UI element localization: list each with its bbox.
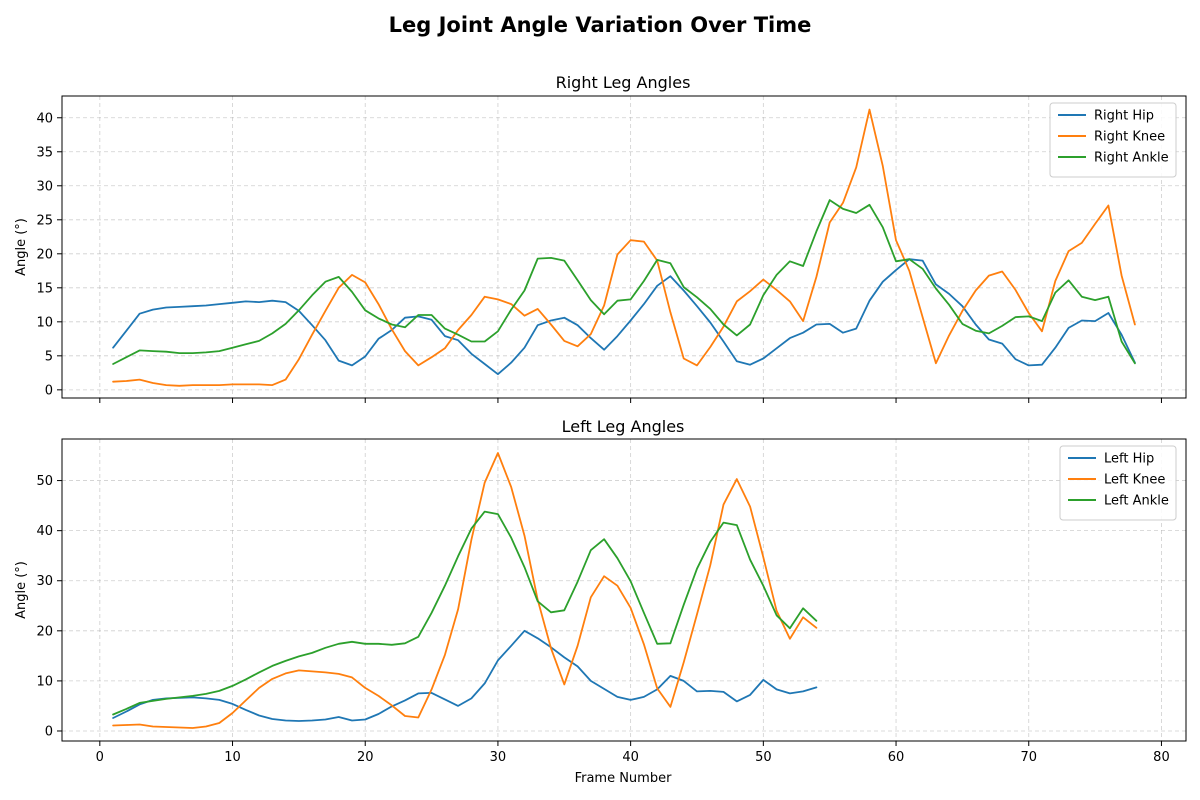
left-leg-y-tick-label: 0 bbox=[45, 724, 53, 739]
left-leg-x-tick-label: 30 bbox=[490, 750, 507, 765]
right-leg-y-tick-label: 5 bbox=[45, 349, 53, 364]
left-leg-ticks: 0 10 20 30 40 50 60 70 80 0 10 20 30 40 50 bbox=[36, 474, 1169, 765]
right-leg-legend-box bbox=[1049, 102, 1177, 178]
left-leg-legend: Left Hip Left Knee Left Ankle bbox=[1059, 445, 1177, 521]
right-leg-y-tick-label: 10 bbox=[36, 315, 53, 330]
right-knee-legend-label: Right Knee bbox=[1094, 130, 1165, 145]
left-leg-x-tick-label: 40 bbox=[622, 750, 639, 765]
left-leg-chart-title: Left Leg Angles bbox=[562, 417, 685, 436]
right-ankle-line bbox=[112, 199, 1136, 365]
left-leg-y-tick-label: 10 bbox=[36, 674, 53, 689]
left-leg-y-tick-label: 40 bbox=[36, 524, 53, 539]
left-knee-line bbox=[112, 452, 818, 729]
left-leg-y-tick-label: 20 bbox=[36, 624, 53, 639]
left-leg-gridlines bbox=[62, 439, 1186, 741]
right-hip-line bbox=[112, 258, 1136, 376]
right-ankle-legend-label: Right Ankle bbox=[1094, 151, 1169, 166]
right-leg-y-axis-label: Angle (°) bbox=[14, 218, 29, 276]
left-leg-x-tick-label: 80 bbox=[1153, 750, 1170, 765]
figure-title: Leg Joint Angle Variation Over Time bbox=[389, 13, 812, 37]
right-leg-y-tick-label: 40 bbox=[36, 111, 53, 126]
left-leg-x-tick-label: 50 bbox=[755, 750, 772, 765]
left-leg-x-tick-label: 10 bbox=[224, 750, 241, 765]
left-leg-y-axis-label: Angle (°) bbox=[14, 561, 29, 619]
right-hip-legend-label: Right Hip bbox=[1094, 109, 1154, 124]
left-leg-x-tick-label: 60 bbox=[888, 750, 905, 765]
right-leg-y-tick-label: 0 bbox=[45, 383, 53, 398]
right-leg-series bbox=[112, 108, 1136, 387]
right-leg-legend: Right Hip Right Knee Right Ankle bbox=[1049, 102, 1177, 178]
left-ankle-legend-label: Left Ankle bbox=[1104, 494, 1169, 509]
right-leg-y-tick-label: 30 bbox=[36, 179, 53, 194]
right-leg-chart: Right Leg Angles 0 5 10 15 20 25 30 35 40 Angle … bbox=[14, 73, 1187, 403]
right-leg-y-tick-label: 25 bbox=[36, 213, 53, 228]
left-leg-x-tick-label: 70 bbox=[1020, 750, 1037, 765]
right-leg-chart-title: Right Leg Angles bbox=[556, 73, 691, 92]
left-leg-x-axis-label: Frame Number bbox=[575, 771, 673, 786]
left-hip-legend-label: Left Hip bbox=[1104, 452, 1154, 467]
right-leg-y-tick-label: 20 bbox=[36, 247, 53, 262]
left-leg-series bbox=[112, 452, 818, 729]
left-leg-x-tick-label: 0 bbox=[96, 750, 104, 765]
left-knee-legend-label: Left Knee bbox=[1104, 473, 1165, 488]
left-leg-y-tick-label: 50 bbox=[36, 474, 53, 489]
right-leg-y-tick-label: 15 bbox=[36, 281, 53, 296]
left-hip-line bbox=[112, 629, 818, 722]
right-knee-line bbox=[112, 108, 1136, 387]
right-leg-y-tick-label: 35 bbox=[36, 145, 53, 160]
left-ankle-line bbox=[112, 510, 818, 716]
left-leg-x-tick-label: 20 bbox=[357, 750, 374, 765]
left-leg-y-tick-label: 30 bbox=[36, 574, 53, 589]
left-leg-legend-box bbox=[1059, 445, 1177, 521]
left-leg-plot-frame bbox=[61, 438, 1187, 742]
left-leg-chart: Left Leg Angles 0 10 20 30 40 50 60 70 80 0 10 20 30… bbox=[14, 417, 1187, 786]
right-leg-ticks: 0 5 10 15 20 25 30 35 40 bbox=[36, 111, 1162, 403]
right-leg-plot-frame bbox=[61, 95, 1187, 399]
